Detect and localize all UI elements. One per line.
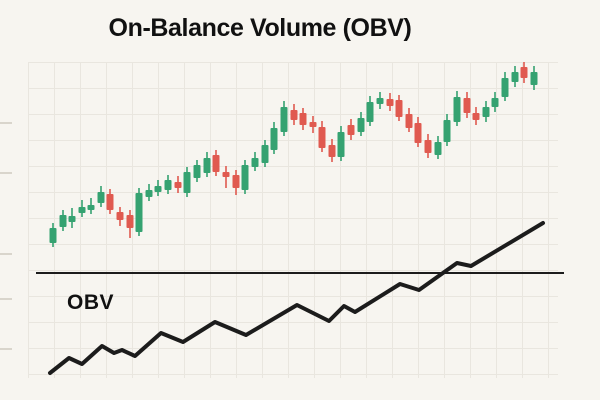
candle-body	[424, 140, 432, 153]
candle-body	[347, 125, 355, 135]
axis-tick	[0, 172, 12, 174]
candle-body	[164, 180, 172, 190]
candle-body	[472, 113, 480, 120]
candle-body	[366, 102, 374, 122]
candle-body	[376, 98, 384, 104]
candle-body	[328, 145, 336, 157]
candle-body	[270, 128, 278, 150]
candle-body	[97, 192, 105, 203]
candle-body	[145, 190, 153, 197]
candle-body	[309, 122, 317, 127]
candle-body	[530, 72, 538, 85]
axis-tick	[0, 348, 12, 350]
candle-body	[126, 215, 134, 228]
candle-body	[183, 172, 191, 193]
candle-body	[434, 142, 442, 155]
axis-tick	[0, 253, 12, 255]
candle-body	[501, 78, 509, 97]
candle-body	[203, 158, 211, 173]
candle-body	[290, 110, 298, 120]
candle-body	[193, 165, 201, 178]
candle-body	[59, 215, 67, 227]
candle-body	[261, 145, 269, 163]
obv-label: OBV	[67, 291, 115, 314]
candle-body	[357, 118, 365, 132]
candle-body	[318, 127, 326, 148]
candle-body	[251, 158, 259, 167]
candle-body	[232, 175, 240, 188]
candle-body	[280, 107, 288, 132]
candle-body	[154, 186, 162, 192]
candle-body	[106, 194, 114, 210]
candle-body	[222, 172, 230, 177]
candle-body	[443, 120, 451, 142]
candle-body	[135, 193, 143, 232]
candle-body	[87, 205, 95, 210]
axis-tick	[0, 122, 12, 124]
candle-body	[78, 207, 86, 213]
candle-body	[395, 100, 403, 117]
chart-title: On-Balance Volume (OBV)	[108, 14, 412, 42]
candle-body	[116, 212, 124, 220]
candle-body	[414, 123, 422, 143]
candle-body	[463, 98, 471, 113]
candle-body	[68, 216, 76, 222]
candle-body	[491, 98, 499, 107]
candle-body	[299, 113, 307, 125]
candle-body	[174, 182, 182, 188]
axis-tick	[0, 298, 12, 300]
candle-body	[511, 72, 519, 82]
candle-body	[482, 107, 490, 117]
candle-body	[212, 155, 220, 172]
candle-body	[520, 67, 528, 78]
candle-body	[241, 165, 249, 190]
candle-body	[405, 114, 413, 128]
obv-line	[48, 221, 545, 375]
candle-body	[49, 228, 57, 243]
candle-body	[453, 97, 461, 122]
candle-body	[386, 99, 394, 106]
candle-body	[337, 132, 345, 157]
